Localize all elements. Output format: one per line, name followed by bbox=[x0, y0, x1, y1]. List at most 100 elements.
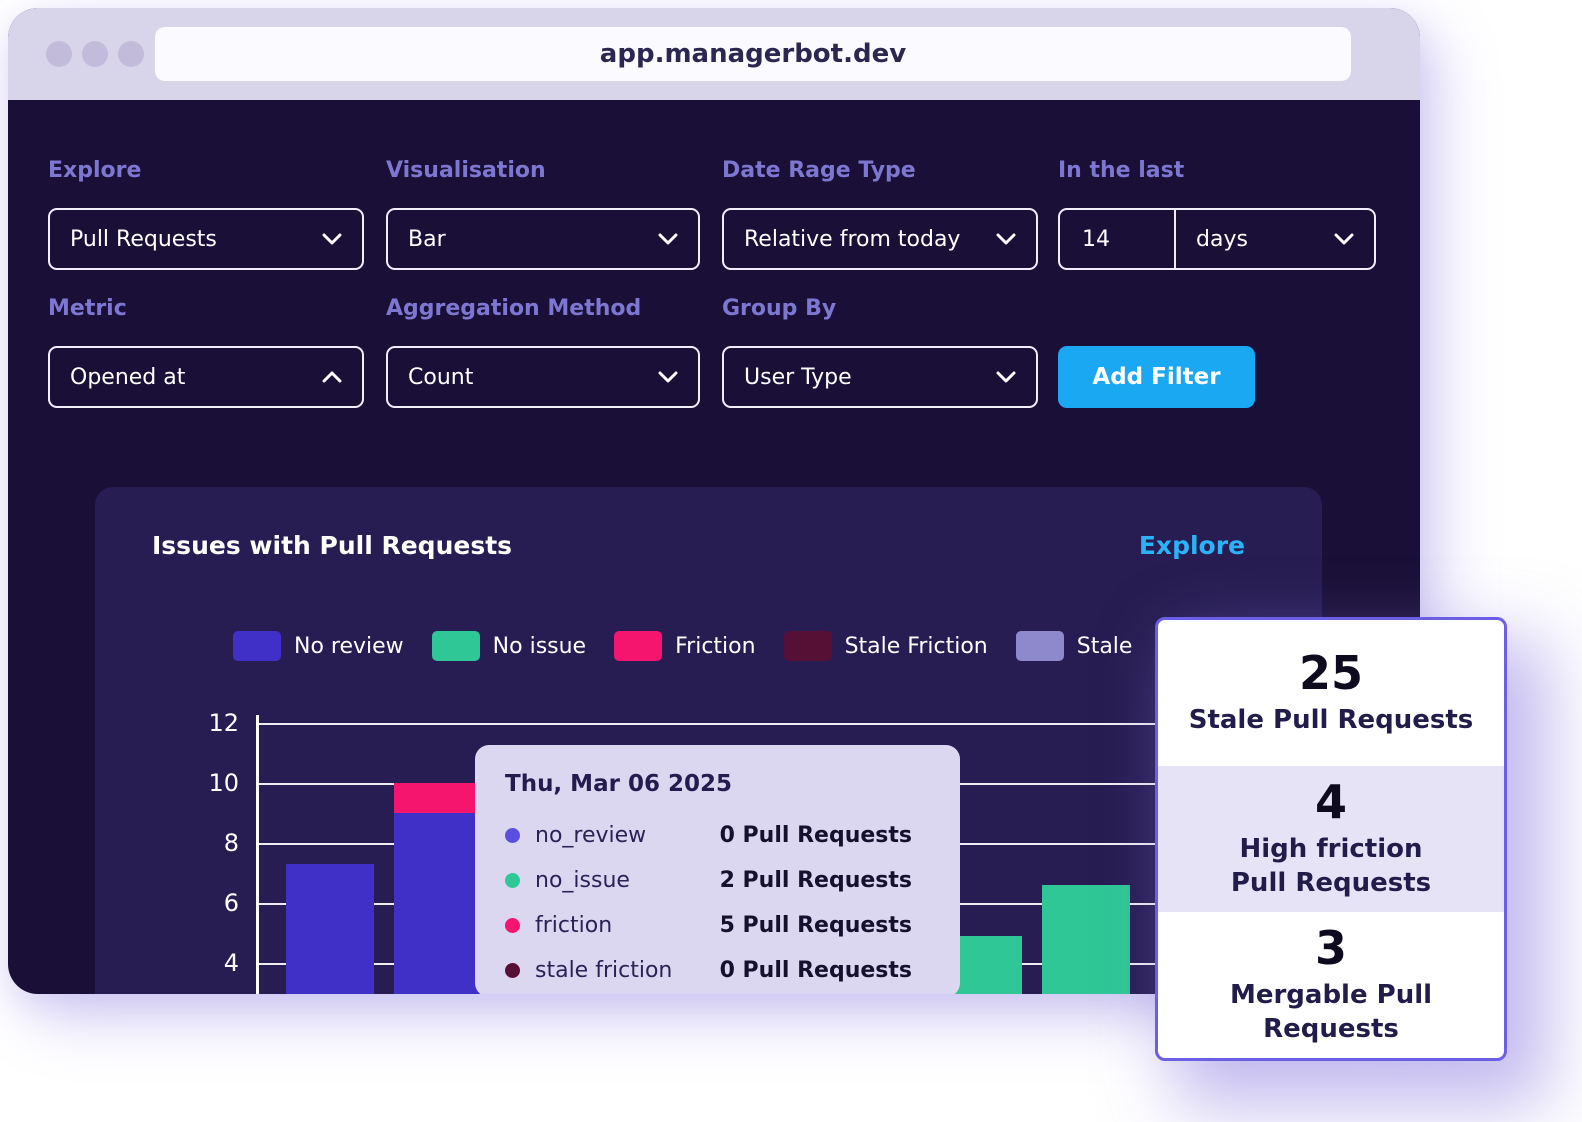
window-control-dot[interactable] bbox=[46, 41, 72, 67]
explore-link[interactable]: Explore bbox=[1138, 531, 1245, 560]
tooltip-series-value: 2 Pull Requests bbox=[719, 867, 912, 893]
chart-tooltip: Thu, Mar 06 2025 no_review 0 Pull Request… bbox=[475, 745, 960, 994]
select-value: Relative from today bbox=[744, 226, 961, 252]
stat-value: 25 bbox=[1298, 646, 1363, 701]
stat-value: 3 bbox=[1314, 921, 1347, 976]
chart-title: Issues with Pull Requests bbox=[152, 531, 513, 560]
bar-segment-no-review bbox=[394, 813, 482, 994]
legend-label: No review bbox=[294, 633, 404, 659]
stat-label-line: Stale Pull Requests bbox=[1188, 704, 1474, 735]
group-by-select[interactable]: User Type bbox=[722, 346, 1038, 408]
tooltip-series-value: 0 Pull Requests bbox=[719, 822, 912, 848]
tooltip-series-value: 0 Pull Requests bbox=[719, 957, 912, 983]
metric-select[interactable]: Opened at bbox=[48, 346, 364, 408]
stat-value: 4 bbox=[1314, 775, 1347, 830]
url-bar[interactable]: app.managerbot.dev bbox=[155, 27, 1351, 81]
tooltip-row: friction 5 Pull Requests bbox=[505, 909, 912, 941]
stat-label-line: Mergable Pull Requests bbox=[1229, 980, 1433, 1044]
bar[interactable] bbox=[394, 783, 482, 994]
select-value: Pull Requests bbox=[70, 226, 217, 252]
y-tick-label: 10 bbox=[208, 769, 239, 797]
visualisation-select[interactable]: Bar bbox=[386, 208, 700, 270]
stat-label: Mergable Pull Requests bbox=[1158, 979, 1504, 1047]
legend-item-no-review[interactable]: No review bbox=[233, 631, 404, 661]
stats-card: 25 Stale Pull Requests 4 High friction Pull … bbox=[1155, 617, 1507, 1061]
bar[interactable] bbox=[1042, 885, 1130, 994]
chevron-down-icon bbox=[996, 371, 1016, 383]
filter-group-metric: Metric Opened at bbox=[48, 296, 364, 408]
date-rage-type-select[interactable]: Relative from today bbox=[722, 208, 1038, 270]
legend-item-friction[interactable]: Friction bbox=[614, 631, 756, 661]
chevron-down-icon bbox=[658, 371, 678, 383]
stat-label-line: Pull Requests bbox=[1230, 867, 1432, 898]
stat-mergable-pull-requests: 3 Mergable Pull Requests bbox=[1158, 912, 1504, 1058]
series-dot-icon bbox=[505, 962, 520, 978]
legend-item-stale-friction[interactable]: Stale Friction bbox=[783, 631, 988, 661]
legend-swatch bbox=[431, 631, 480, 661]
add-filter-button[interactable]: Add Filter bbox=[1058, 346, 1255, 408]
url-text: app.managerbot.dev bbox=[599, 39, 907, 69]
filter-group-explore: Explore Pull Requests bbox=[48, 158, 364, 270]
filter-label: In the last bbox=[1058, 158, 1185, 183]
tooltip-series-value: 5 Pull Requests bbox=[719, 912, 912, 938]
legend-swatch bbox=[783, 631, 832, 661]
stat-label: High friction Pull Requests bbox=[1231, 833, 1431, 901]
in-the-last-value-input[interactable]: 14 bbox=[1058, 208, 1176, 270]
stat-high-friction-pull-requests: 4 High friction Pull Requests bbox=[1158, 766, 1504, 912]
filter-group-date-rage-type: Date Rage Type Relative from today bbox=[722, 158, 1038, 270]
tooltip-row: no_issue 2 Pull Requests bbox=[505, 864, 912, 896]
tooltip-row: no_review 0 Pull Requests bbox=[505, 819, 912, 851]
chevron-down-icon bbox=[1334, 233, 1354, 245]
tooltip-rows: no_review 0 Pull Requests no_issue 2 Pull R… bbox=[505, 819, 912, 986]
y-tick-label: 8 bbox=[223, 829, 239, 857]
chevron-down-icon bbox=[658, 233, 678, 245]
y-tick-label: 12 bbox=[208, 709, 239, 737]
tooltip-series-label: no_review bbox=[535, 822, 647, 848]
filter-group-aggregation-method: Aggregation Method Count bbox=[386, 296, 700, 408]
in-the-last-unit-select[interactable]: days bbox=[1176, 208, 1376, 270]
chevron-up-icon bbox=[322, 371, 342, 383]
series-dot-icon bbox=[505, 872, 520, 888]
stat-stale-pull-requests: 25 Stale Pull Requests bbox=[1158, 620, 1504, 766]
select-value: User Type bbox=[744, 364, 852, 390]
select-value: days bbox=[1196, 226, 1248, 252]
filter-label: Visualisation bbox=[386, 158, 546, 183]
filter-label: Group By bbox=[722, 296, 837, 321]
bar-segment-no-issue bbox=[1042, 885, 1130, 994]
filter-label: Explore bbox=[48, 158, 142, 183]
gridline bbox=[259, 723, 1322, 725]
legend-label: No issue bbox=[492, 633, 587, 659]
aggregation-method-select[interactable]: Count bbox=[386, 346, 700, 408]
legend-item-no-issue[interactable]: No issue bbox=[431, 631, 587, 661]
legend-swatch bbox=[233, 631, 281, 661]
filter-group-add-filter: Add Filter bbox=[1058, 296, 1376, 408]
filter-group-in-the-last: In the last 14 days bbox=[1058, 158, 1376, 270]
filter-label bbox=[1058, 296, 1376, 324]
tooltip-series-label: friction bbox=[535, 912, 613, 938]
stat-label-line: High friction bbox=[1239, 834, 1423, 864]
chart-card: Issues with Pull Requests Explore No rev… bbox=[95, 487, 1322, 994]
tooltip-series-label: no_issue bbox=[535, 867, 630, 893]
stat-label: Stale Pull Requests bbox=[1189, 704, 1474, 738]
select-value: Count bbox=[408, 364, 474, 390]
in-the-last-control: 14 days bbox=[1058, 208, 1376, 270]
chevron-down-icon bbox=[322, 233, 342, 245]
tooltip-series-label: stale friction bbox=[535, 957, 673, 983]
series-dot-icon bbox=[505, 917, 520, 933]
browser-chrome: app.managerbot.dev bbox=[8, 8, 1420, 100]
legend-label: Friction bbox=[675, 633, 756, 659]
tooltip-date: Thu, Mar 06 2025 bbox=[505, 771, 732, 797]
explore-select[interactable]: Pull Requests bbox=[48, 208, 364, 270]
window-control-dot[interactable] bbox=[118, 41, 144, 67]
window-control-dot[interactable] bbox=[82, 41, 108, 67]
legend-label: Stale Friction bbox=[844, 633, 988, 659]
chart-legend: No review No issue Friction Stale Friction S… bbox=[233, 631, 1132, 661]
y-tick-label: 6 bbox=[223, 889, 239, 917]
legend-item-stale[interactable]: Stale bbox=[1015, 631, 1132, 661]
bar[interactable] bbox=[286, 864, 374, 994]
legend-swatch bbox=[1015, 631, 1064, 661]
browser-window: app.managerbot.dev Explore Pull Requests V… bbox=[8, 8, 1420, 994]
filter-label: Metric bbox=[48, 296, 127, 321]
bar-segment-no-review bbox=[286, 864, 374, 994]
filter-label: Aggregation Method bbox=[386, 296, 642, 321]
